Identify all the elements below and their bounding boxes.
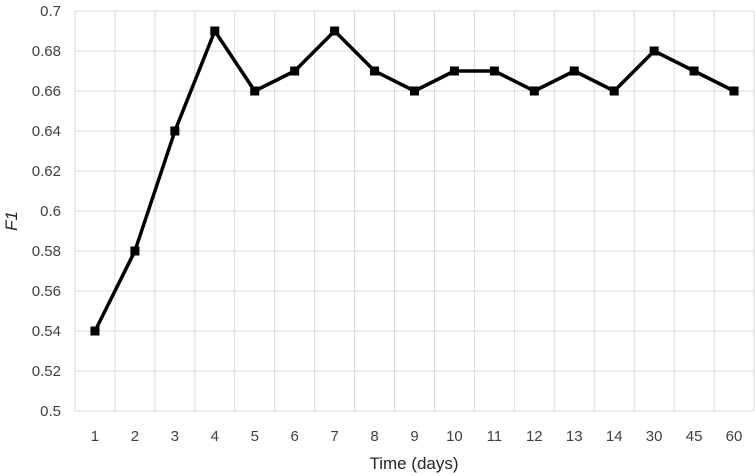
x-tick-label: 4	[211, 428, 219, 445]
x-tick-label: 1	[91, 428, 99, 445]
x-tick-label: 5	[251, 428, 259, 445]
data-point-marker	[449, 66, 459, 76]
data-point-marker	[130, 246, 140, 256]
data-point-marker	[489, 66, 499, 76]
data-point-marker	[170, 126, 180, 136]
y-tick-label: 0.62	[32, 163, 61, 180]
series-f1	[90, 26, 739, 336]
data-point-marker	[569, 66, 579, 76]
y-tick-label: 0.7	[40, 3, 61, 20]
data-point-marker	[90, 326, 100, 336]
data-point-marker	[410, 86, 419, 96]
grid-lines	[74, 10, 755, 412]
x-tick-label: 7	[330, 428, 338, 445]
y-tick-label: 0.6	[40, 203, 61, 220]
x-tick-label: 8	[370, 428, 378, 445]
y-tick-label: 0.68	[32, 43, 61, 60]
data-point-marker	[529, 86, 539, 96]
data-point-marker	[290, 66, 300, 76]
data-point-marker	[729, 86, 739, 96]
y-tick-label: 0.58	[32, 243, 61, 260]
x-tick-label: 6	[291, 428, 299, 445]
data-point-marker	[330, 26, 340, 36]
data-point-marker	[250, 86, 260, 96]
y-tick-label: 0.66	[32, 83, 61, 100]
data-point-marker	[689, 66, 699, 76]
x-tick-label: 9	[410, 428, 418, 445]
x-tick-label: 13	[566, 428, 583, 445]
x-tick-label: 14	[606, 428, 623, 445]
x-tick-label: 2	[131, 428, 139, 445]
series-line	[93, 29, 735, 332]
x-tick-label: 10	[446, 428, 463, 445]
data-point-marker	[210, 26, 220, 36]
y-tick-label: 0.54	[32, 323, 61, 340]
x-tick-label: 3	[171, 428, 179, 445]
y-axis-title: F1	[2, 211, 21, 231]
data-point-marker	[649, 46, 659, 56]
data-point-marker	[609, 86, 619, 96]
x-axis-tick-labels: 1 2 3 4 5 6 7 8 9 10 11 12 13 14 30 45 60	[91, 428, 743, 445]
data-point-marker	[370, 66, 380, 76]
x-tick-label: 12	[526, 428, 543, 445]
x-tick-label: 30	[646, 428, 663, 445]
y-tick-label: 0.56	[32, 283, 61, 300]
y-tick-label: 0.64	[32, 123, 61, 140]
x-tick-label: 11	[487, 428, 503, 445]
x-tick-label: 60	[726, 428, 743, 445]
y-tick-label: 0.52	[32, 363, 61, 380]
x-axis-title: Time (days)	[369, 454, 458, 473]
x-tick-label: 45	[686, 428, 703, 445]
y-tick-label: 0.5	[40, 403, 61, 420]
y-axis-tick-labels: 0.5 0.52 0.54 0.56 0.58 0.6 0.62 0.64 0.66 0.68 0.…	[32, 3, 61, 420]
